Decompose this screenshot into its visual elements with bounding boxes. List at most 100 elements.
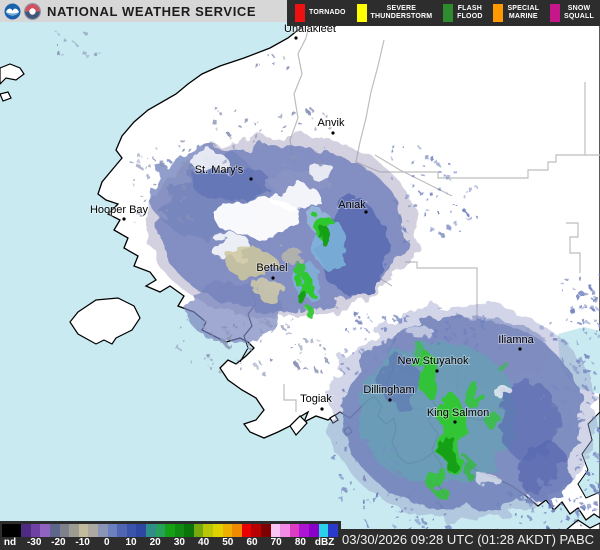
- radar-speckle: [339, 474, 342, 477]
- radar-speckle: [550, 384, 554, 389]
- city-marker: [331, 131, 335, 135]
- colorbar-tick-80: 80: [294, 537, 306, 548]
- radar-speckle: [436, 186, 440, 190]
- radar-speckle: [190, 360, 193, 364]
- radar-speckle: [446, 174, 451, 180]
- radar-speckle: [472, 333, 477, 338]
- radar-speckle: [435, 209, 438, 212]
- radar-speckle: [219, 112, 222, 116]
- radar-speckle: [551, 403, 555, 407]
- radar-speckle: [209, 331, 213, 335]
- radar-speckle: [576, 511, 581, 517]
- radar-speckle: [421, 518, 425, 523]
- radar-map[interactable]: Unalakleet Anvik St. Mary's Hooper Bay Aniak…: [0, 21, 600, 550]
- warning-legend-item-tornado: TORNADO: [295, 4, 346, 22]
- radar-speckle: [384, 328, 388, 333]
- radar-speckle: [402, 146, 405, 149]
- radar-speckle: [565, 341, 568, 343]
- radar-speckle: [392, 365, 396, 369]
- radar-speckle: [364, 337, 368, 341]
- radar-speckle: [298, 345, 302, 349]
- radar-speckle: [380, 327, 384, 330]
- radar-speckle: [567, 497, 571, 501]
- noaa-logo[interactable]: [4, 3, 21, 20]
- radar-speckle: [206, 354, 210, 357]
- radar-echo: [430, 464, 446, 496]
- radar-speckle: [394, 201, 399, 204]
- radar-speckle: [430, 503, 433, 505]
- radar-speckle: [409, 520, 412, 522]
- radar-speckle: [444, 190, 447, 193]
- radar-speckle: [573, 389, 577, 394]
- colorbar-segment: [289, 524, 300, 537]
- radar-speckle: [224, 159, 228, 164]
- radar-speckle: [298, 360, 301, 362]
- radar-speckle: [192, 169, 195, 171]
- radar-speckle: [585, 379, 589, 383]
- radar-speckle: [177, 171, 181, 176]
- radar-speckle: [363, 369, 368, 375]
- radar-speckle: [433, 519, 436, 522]
- radar-speckle: [519, 521, 522, 524]
- colorbar-segment: [318, 524, 329, 537]
- colorbar-segment: [59, 524, 70, 537]
- city-marker: [388, 398, 392, 402]
- radar-speckle: [286, 67, 291, 71]
- radar-speckle: [523, 499, 527, 502]
- radar-echo: [414, 343, 426, 361]
- radar-speckle: [593, 452, 597, 457]
- radar-speckle: [56, 44, 58, 46]
- radar-speckle: [447, 340, 450, 342]
- radar-speckle: [160, 185, 162, 187]
- city-label-bethel: Bethel: [256, 262, 287, 274]
- radar-speckle: [368, 501, 372, 504]
- radar-speckle: [183, 340, 185, 342]
- radar-speckle: [483, 329, 486, 332]
- radar-speckle: [210, 361, 213, 364]
- radar-speckle: [596, 489, 599, 494]
- radar-echo: [486, 410, 498, 430]
- radar-echo: [270, 186, 322, 210]
- radar-speckle: [204, 321, 208, 326]
- severe-thunderstorm-color-swatch: [356, 4, 367, 22]
- radar-speckle: [564, 515, 568, 520]
- radar-speckle: [568, 411, 572, 414]
- radar-speckle: [592, 499, 597, 504]
- radar-speckle: [481, 324, 485, 329]
- radar-speckle: [381, 370, 385, 373]
- colorbar-segment: [126, 524, 137, 537]
- radar-speckle: [461, 328, 466, 333]
- radar-speckle: [56, 32, 59, 35]
- radar-speckle: [567, 482, 570, 486]
- radar-speckle: [593, 386, 597, 391]
- radar-speckle: [517, 493, 522, 496]
- radar-speckle: [390, 156, 393, 160]
- radar-speckle: [542, 339, 546, 341]
- radar-echo: [298, 291, 308, 305]
- radar-speckle: [521, 495, 524, 499]
- radar-speckle: [262, 371, 267, 376]
- colorbar-segment: [155, 524, 166, 537]
- radar-speckle: [596, 334, 600, 337]
- radar-speckle: [597, 459, 600, 463]
- radar-speckle: [350, 482, 354, 486]
- radar-speckle: [577, 356, 582, 361]
- colorbar-segment: [328, 524, 338, 537]
- radar-speckle: [508, 502, 510, 505]
- radar-speckle: [282, 124, 286, 129]
- radar-speckle: [375, 493, 380, 497]
- radar-speckle: [593, 296, 598, 300]
- radar-speckle: [430, 227, 434, 231]
- radar-speckle: [181, 160, 185, 164]
- warning-legend-item-severe-thunderstorm: SEVERE THUNDERSTORM: [356, 4, 433, 22]
- city-marker: [518, 347, 522, 351]
- island: [289, 415, 308, 436]
- radar-speckle: [191, 219, 194, 221]
- radar-speckle: [463, 341, 467, 344]
- radar-speckle: [333, 454, 337, 457]
- nws-logo[interactable]: [24, 2, 41, 20]
- radar-speckle: [285, 332, 289, 335]
- radar-speckle: [352, 449, 355, 452]
- radar-speckle: [316, 339, 320, 341]
